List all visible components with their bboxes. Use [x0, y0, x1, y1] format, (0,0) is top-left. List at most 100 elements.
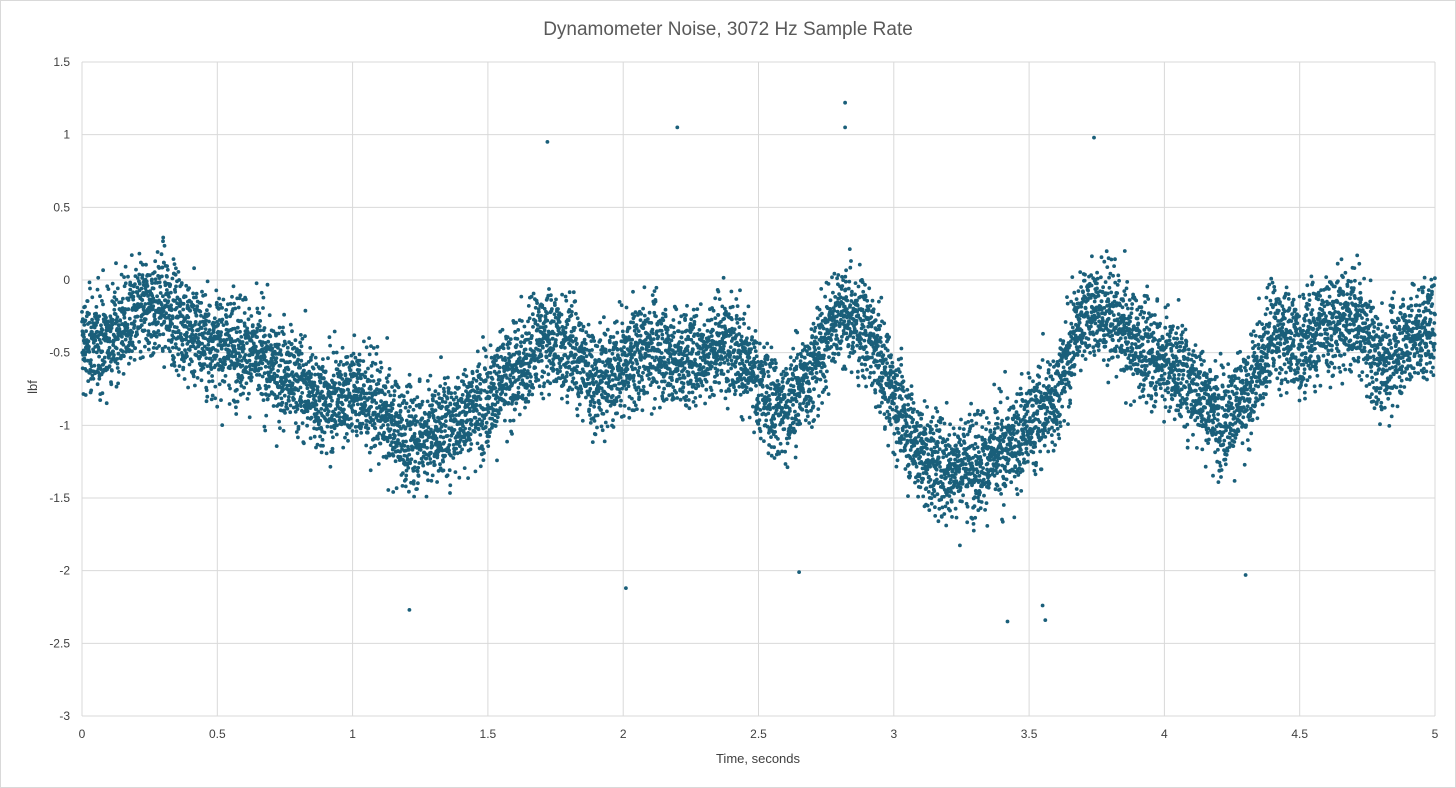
data-point	[277, 325, 282, 330]
data-point	[618, 403, 623, 408]
data-point	[651, 331, 655, 336]
data-point	[111, 349, 115, 354]
data-point	[139, 318, 144, 323]
data-point	[710, 364, 714, 369]
data-point	[426, 435, 431, 440]
data-point	[523, 405, 527, 410]
data-point	[162, 260, 166, 265]
data-point	[452, 428, 457, 432]
data-point	[745, 336, 749, 341]
data-point	[144, 262, 148, 267]
data-point	[305, 409, 310, 414]
data-point	[281, 387, 286, 392]
data-point	[330, 398, 334, 403]
data-point	[122, 354, 126, 359]
data-point	[88, 361, 93, 365]
data-point	[165, 288, 169, 292]
data-point	[388, 435, 392, 440]
data-point	[284, 401, 289, 406]
data-point	[583, 341, 588, 346]
data-point	[364, 345, 369, 350]
data-point	[619, 303, 624, 308]
data-point	[767, 397, 772, 402]
data-point	[286, 395, 291, 399]
data-point	[429, 478, 434, 483]
data-point	[219, 346, 224, 351]
data-point	[451, 397, 456, 402]
data-point	[526, 399, 531, 404]
data-point	[660, 336, 665, 341]
data-point	[365, 430, 370, 435]
data-point	[469, 442, 474, 446]
data-point	[746, 304, 751, 309]
data-point	[320, 389, 324, 394]
data-point	[265, 397, 270, 401]
data-point	[336, 400, 341, 405]
data-point	[319, 407, 324, 411]
data-point	[576, 394, 581, 399]
data-point	[338, 359, 343, 364]
data-point	[608, 340, 612, 345]
data-point	[434, 436, 439, 441]
data-point	[575, 413, 580, 418]
data-point	[140, 262, 145, 267]
data-point	[169, 307, 174, 311]
data-point	[224, 315, 229, 319]
data-point	[605, 424, 610, 429]
data-point	[165, 267, 170, 272]
data-point	[514, 343, 519, 347]
data-point	[192, 369, 197, 374]
data-point	[299, 344, 304, 349]
data-point	[398, 403, 402, 408]
data-point	[183, 294, 188, 299]
data-point	[184, 334, 189, 339]
data-point	[357, 387, 361, 391]
data-point	[163, 298, 168, 302]
data-point	[228, 366, 232, 371]
data-point	[363, 403, 368, 408]
data-point	[503, 358, 508, 363]
data-point	[460, 393, 465, 397]
data-point	[332, 329, 337, 334]
data-point	[354, 373, 359, 378]
data-point	[94, 305, 99, 309]
data-point	[210, 374, 215, 378]
data-point	[218, 333, 223, 337]
data-point	[694, 313, 699, 318]
data-point	[452, 451, 457, 456]
data-point	[335, 367, 340, 372]
data-point	[471, 377, 476, 381]
data-point	[255, 326, 260, 331]
data-point	[246, 331, 251, 335]
data-point	[539, 353, 544, 358]
data-point	[210, 359, 215, 363]
data-point	[180, 342, 185, 347]
data-point	[300, 421, 305, 425]
data-point	[642, 285, 647, 290]
data-point	[713, 316, 718, 320]
data-point	[780, 406, 785, 410]
data-point	[139, 323, 144, 327]
data-point	[641, 326, 646, 331]
data-point	[242, 311, 247, 315]
data-point	[277, 419, 281, 424]
data-point	[667, 360, 671, 365]
data-point	[685, 348, 690, 353]
data-point	[517, 350, 522, 354]
data-point	[408, 427, 413, 432]
data-point	[425, 379, 430, 383]
data-point	[182, 377, 187, 381]
data-point	[260, 392, 265, 397]
data-point	[366, 412, 371, 417]
data-point	[337, 415, 342, 419]
data-point	[241, 343, 246, 348]
data-point	[768, 386, 773, 391]
data-point	[159, 302, 164, 307]
data-point	[503, 418, 507, 423]
data-point	[528, 340, 533, 345]
data-point	[374, 352, 379, 356]
data-point	[359, 376, 363, 381]
data-point	[342, 421, 347, 426]
data-point	[413, 414, 418, 418]
data-point	[123, 281, 128, 286]
